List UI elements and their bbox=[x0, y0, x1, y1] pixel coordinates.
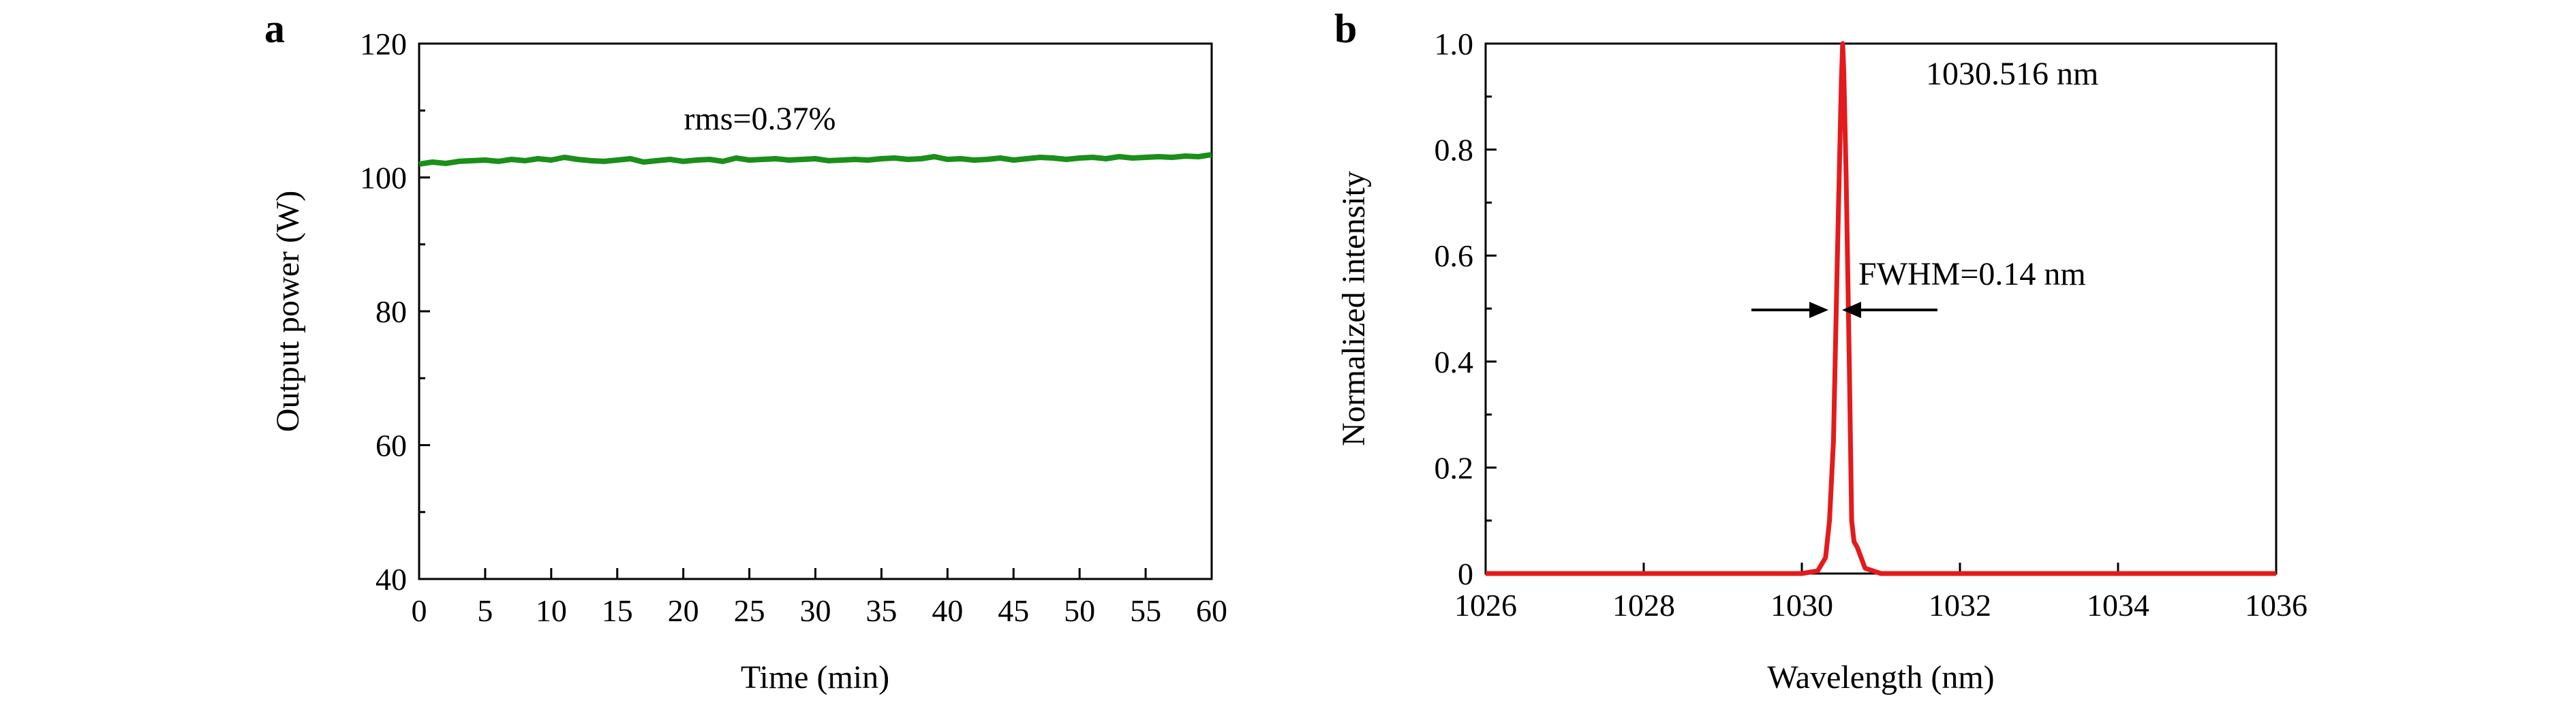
panel-b-y-tick-label: 0.2 bbox=[1435, 450, 1474, 485]
panel-b-fwhm-annotation: FWHM=0.14 nm bbox=[1858, 256, 2086, 292]
panel-a-x-tick-label: 30 bbox=[800, 593, 831, 628]
panel-b-x-tick-label: 1030 bbox=[1770, 588, 1833, 623]
panel-b-x-tick-label: 1036 bbox=[2245, 588, 2307, 623]
panel-b-fwhm-arrow-left bbox=[1751, 302, 1828, 318]
panel-b-peak-annotation: 1030.516 nm bbox=[1926, 56, 2098, 92]
panel-a-y-label: Output power (W) bbox=[270, 191, 306, 433]
panel-a-y-tick-label: 40 bbox=[375, 562, 407, 597]
panel-a-x-label: Time (min) bbox=[741, 659, 889, 695]
panel-b-series-line bbox=[1486, 41, 2276, 576]
panel-b-x-tick-label: 1034 bbox=[2087, 588, 2149, 623]
panel-a-x-tick-label: 20 bbox=[668, 593, 699, 628]
panel-b-x-tick-label: 1032 bbox=[1929, 588, 1991, 623]
panel-b-label: b bbox=[1334, 6, 1357, 51]
panel-b-x-tick-label: 1028 bbox=[1612, 588, 1675, 623]
panel-b-fwhm-arrow-right bbox=[1842, 302, 1937, 318]
panel-a-label: a bbox=[264, 6, 285, 51]
panel-a-y-tick-label: 60 bbox=[375, 428, 407, 463]
panel-a-x-tick-label: 50 bbox=[1064, 593, 1095, 628]
panel-b-x-tick-label: 1026 bbox=[1454, 588, 1517, 623]
panel-a-y-tick-label: 120 bbox=[360, 27, 407, 61]
panel-a-x-ticks: 0 5 10 15 20 25 30 35 40 45 50 55 60 bbox=[412, 568, 1227, 628]
panel-a-y-tick-label: 100 bbox=[360, 161, 407, 195]
panel-b-y-tick-label: 0.4 bbox=[1435, 345, 1474, 379]
panel-b-y-tick-label: 0.6 bbox=[1435, 238, 1474, 273]
panel-a-x-tick-label: 60 bbox=[1196, 593, 1227, 628]
panel-b-y-tick-label: 0.8 bbox=[1435, 133, 1474, 168]
panel-b-y-ticks: 0 0.2 0.4 0.6 0.8 1.0 bbox=[1435, 27, 1497, 591]
panel-b-y-tick-label: 0 bbox=[1458, 557, 1473, 591]
panel-b: b 00.20.40.60.81.0 1026 1028 1030 1032 1034 1… bbox=[1334, 6, 2307, 695]
panel-b-x-ticks: 1026 1028 1030 1032 1034 1036 bbox=[1454, 563, 2307, 623]
panel-a-series-line bbox=[418, 152, 1212, 167]
panel-a-x-tick-label: 35 bbox=[865, 593, 897, 628]
panel-a-annotation: rms=0.37% bbox=[684, 101, 835, 137]
panel-a-x-tick-label: 55 bbox=[1130, 593, 1161, 628]
panel-a-x-tick-label: 15 bbox=[602, 593, 633, 628]
panel-b-y-tick-label: 1.0 bbox=[1435, 27, 1474, 61]
panel-b-y-label: Normalized intensity bbox=[1336, 171, 1372, 446]
panel-a-x-tick-label: 5 bbox=[477, 593, 493, 628]
panel-a-y-ticks: 40 60 80 100 120 bbox=[360, 27, 430, 597]
panel-a-x-tick-label: 45 bbox=[998, 593, 1029, 628]
panel-a-x-tick-label: 40 bbox=[932, 593, 963, 628]
panel-b-x-label: Wavelength (nm) bbox=[1767, 659, 1994, 695]
panel-a-y-tick-label: 80 bbox=[375, 294, 407, 329]
panel-a-x-tick-label: 0 bbox=[412, 593, 427, 628]
panel-a-x-tick-label: 25 bbox=[734, 593, 765, 628]
panel-a-x-tick-label: 10 bbox=[536, 593, 567, 628]
